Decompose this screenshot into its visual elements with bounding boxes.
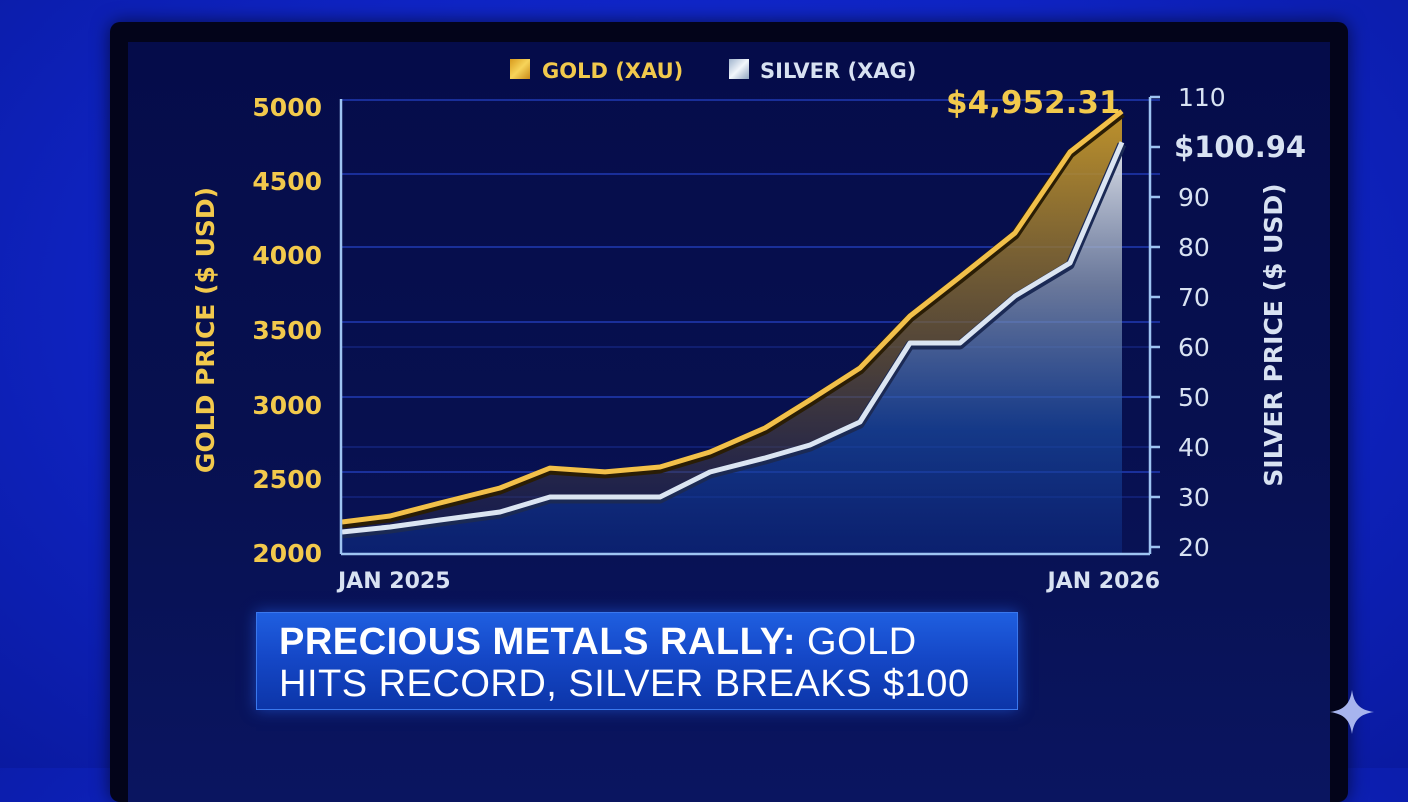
silver-tick: 90	[1178, 183, 1210, 212]
gold-axis-tick-labels: 5000 4500 4000 3500 3000 2500 2000	[252, 93, 322, 568]
silver-tick: 30	[1178, 483, 1210, 512]
silver-tick: 60	[1178, 333, 1210, 362]
silver-price-line	[341, 141, 1125, 535]
gold-tick: 2500	[252, 465, 322, 494]
silver-tick: 40	[1178, 433, 1210, 462]
gold-legend-label: GOLD (XAU)	[542, 59, 683, 83]
silver-tick: 110	[1178, 83, 1226, 112]
gold-tick: 5000	[252, 93, 322, 122]
x-axis-start-label: JAN 2025	[336, 569, 451, 594]
gold-latest-price-callout: $4,952.31	[946, 85, 1121, 121]
silver-tick: 50	[1178, 383, 1210, 412]
gold-legend-swatch	[510, 59, 530, 79]
silver-axis-tick-labels: 110 90 80 70 60 50 40 30 20	[1178, 83, 1226, 562]
gold-tick: 4000	[252, 241, 322, 270]
plot-axes	[339, 97, 1152, 556]
silver-latest-price-callout: $100.94	[1174, 130, 1306, 164]
gold-tick: 4500	[252, 167, 322, 196]
headline-line-1: PRECIOUS METALS RALLY: GOLD	[279, 621, 995, 663]
silver-area-fill	[342, 142, 1122, 555]
silver-tick: 70	[1178, 283, 1210, 312]
silver-tick: 80	[1178, 233, 1210, 262]
gold-tick: 3000	[252, 391, 322, 420]
dual-axis-line-chart: GOLD (XAU) SILVER (XAG) 5000 4500 4000 3…	[191, 59, 1306, 594]
gold-axis-title: GOLD PRICE ($ USD)	[191, 187, 220, 473]
x-axis-end-label: JAN 2026	[1045, 569, 1160, 594]
chart-legend: GOLD (XAU) SILVER (XAG)	[510, 59, 916, 83]
gold-price-line	[341, 109, 1124, 525]
headline-line-2: HITS RECORD, SILVER BREAKS $100	[279, 663, 970, 705]
headline-rest-text: GOLD	[796, 621, 917, 663]
gold-tick: 3500	[252, 316, 322, 345]
silver-axis-title: SILVER PRICE ($ USD)	[1259, 183, 1288, 486]
silver-legend-swatch	[729, 59, 749, 79]
headline-bold-text: PRECIOUS METALS RALLY:	[279, 621, 796, 663]
silver-legend-label: SILVER (XAG)	[760, 59, 916, 83]
right-axis-ticks	[1150, 95, 1160, 549]
gold-tick: 2000	[252, 539, 322, 568]
headline-banner: PRECIOUS METALS RALLY: GOLD HITS RECORD,…	[256, 612, 1018, 710]
silver-tick: 20	[1178, 533, 1210, 562]
sparkle-icon	[1330, 690, 1374, 734]
